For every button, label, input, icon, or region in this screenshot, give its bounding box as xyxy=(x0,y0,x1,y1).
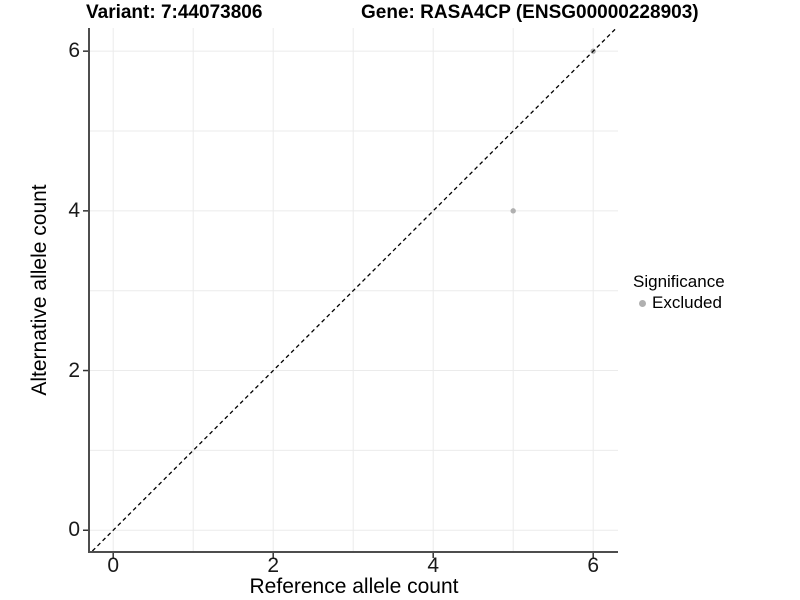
identity-line xyxy=(91,27,617,552)
y-axis-title: Alternative allele count xyxy=(28,184,51,396)
legend-items: Excluded xyxy=(633,293,798,313)
x-tick-label: 6 xyxy=(587,554,600,577)
legend-item-label: Excluded xyxy=(652,293,722,312)
y-tick-label: 2 xyxy=(68,358,80,382)
legend-point-icon xyxy=(639,299,646,307)
y-tick-label: 6 xyxy=(68,39,80,63)
x-tick-label: 0 xyxy=(107,554,120,577)
plot-title-gene: Gene: RASA4CP (ENSG00000228903) xyxy=(361,2,699,23)
legend: Significance Excluded xyxy=(633,271,798,313)
legend-item-excluded: Excluded xyxy=(633,293,798,313)
x-tick-label: 4 xyxy=(427,554,440,577)
data-point-excluded xyxy=(510,208,516,214)
x-axis-title: Reference allele count xyxy=(249,575,459,598)
y-tick-label: 0 xyxy=(68,518,80,542)
x-tick-label: 2 xyxy=(267,554,280,577)
legend-title: Significance xyxy=(633,272,725,291)
y-tick-label: 4 xyxy=(68,198,80,222)
plot-title-variant: Variant: 7:44073806 xyxy=(86,2,263,23)
